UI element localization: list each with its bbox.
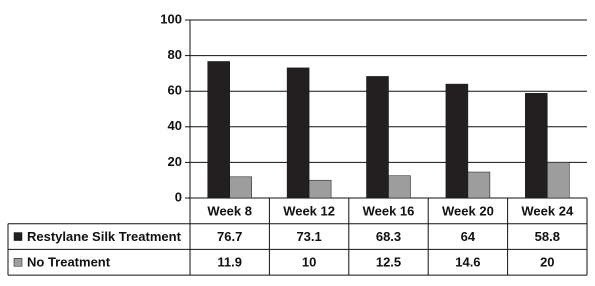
bar: [547, 162, 570, 199]
table-value: 20: [540, 255, 554, 270]
table-value: 64: [461, 229, 476, 244]
x-tick-label: Week 20: [442, 203, 494, 218]
x-tick-label: Week 8: [207, 203, 252, 218]
x-tick-label: Week 16: [363, 203, 415, 218]
bar: [207, 61, 230, 199]
table-value: 73.1: [296, 229, 321, 244]
table-value: 14.6: [455, 255, 480, 270]
y-tick-label: 100: [160, 11, 182, 26]
y-tick-label: 0: [175, 189, 182, 204]
bar: [525, 93, 548, 199]
bar: [366, 76, 389, 199]
table-value: 76.7: [217, 229, 242, 244]
y-tick-label: 40: [168, 118, 182, 133]
y-tick-label: 60: [168, 83, 182, 98]
table-value: 11.9: [217, 255, 242, 270]
x-tick-label: Week 12: [283, 203, 335, 218]
table-value: 68.3: [376, 229, 401, 244]
bar: [229, 176, 252, 199]
legend-swatch: [13, 258, 23, 267]
bar: [388, 175, 411, 199]
legend-swatch: [13, 232, 23, 241]
x-tick-label: Week 24: [521, 203, 574, 218]
bar: [445, 83, 469, 199]
table-value: 10: [302, 255, 316, 270]
table-value: 58.8: [535, 229, 560, 244]
legend-label: No Treatment: [27, 255, 111, 270]
bar: [467, 171, 491, 199]
bar: [308, 179, 332, 199]
legend-label: Restylane Silk Treatment: [27, 229, 182, 244]
y-tick-label: 80: [168, 47, 182, 62]
bar: [286, 67, 310, 199]
y-tick-label: 20: [168, 154, 182, 169]
table-value: 12.5: [376, 255, 401, 270]
